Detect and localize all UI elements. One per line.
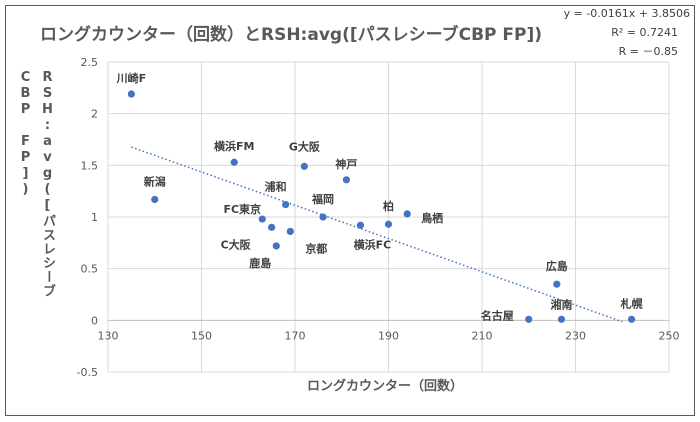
data-point [342,176,351,184]
y-axis-title-line-2: CBP FP]) [18,70,33,198]
x-tick-label: 210 [472,329,493,342]
data-point [230,158,238,166]
x-tick-label: 230 [565,329,586,342]
y-tick-label: 2.5 [81,56,99,69]
x-tick-label: 190 [378,329,399,342]
data-point [258,215,266,223]
y-tick-label: 1.5 [81,159,99,172]
r-squared: R² = 0.7241 [611,26,678,39]
data-label: 湘南 [550,297,572,311]
data-label: 名古屋 [481,308,514,322]
y-tick-label: 2 [91,108,98,121]
data-point [525,315,533,323]
x-tick-label: 250 [659,329,680,342]
data-label: 札幌 [620,296,643,310]
data-point [319,213,327,221]
data-label: 鳥栖 [421,211,443,225]
chart-frame [5,5,695,416]
data-label: 神戸 [335,157,357,171]
data-point [282,201,290,209]
data-point [384,220,393,228]
data-label: 京都 [305,241,327,255]
y-axis-title-line-1: RSH:avg([パスレシーブ [40,70,55,298]
data-label: 横浜FC [354,237,392,251]
data-label: G大阪 [289,139,321,153]
trendline [131,146,623,323]
x-tick-label: 150 [191,329,212,342]
data-label: 広島 [546,259,568,273]
data-label: 柏 [383,199,394,213]
trendline-equation: y = -0.0161x + 3.8506 [564,7,690,20]
data-label: 川崎F [116,71,147,85]
data-point [272,242,280,250]
data-label: 鹿島 [249,256,271,270]
y-tick-label: 0 [91,314,98,327]
y-axis-title: RSH:avg([パスレシーブ CBP FP]) [14,70,58,370]
data-point [356,221,365,229]
chart-title: ロングカウンター（回数）とRSH:avg([パスレシーブCBP FP]) [40,24,542,45]
data-point [403,210,411,218]
data-point [268,223,276,231]
data-point [286,227,294,236]
x-axis-title: ロングカウンター（回数） [307,378,463,394]
x-tick-label: 170 [285,329,306,342]
data-label: 新潟 [144,174,166,188]
data-point [553,280,561,288]
data-label: FC東京 [223,202,261,216]
data-label: 横浜FM [214,139,254,153]
y-tick-label: 1 [91,211,98,224]
data-label: C大阪 [221,237,252,251]
data-point [127,90,135,98]
data-point [300,162,308,170]
r-value: R = －0.85 [619,45,678,58]
data-point [557,315,566,323]
y-tick-label: 0.5 [81,263,99,276]
y-tick-label: -0.5 [77,366,98,379]
data-label: 福岡 [311,192,334,206]
data-point [151,195,159,204]
x-tick-label: 130 [98,329,119,342]
data-point [628,315,636,323]
data-label: 浦和 [265,180,287,194]
